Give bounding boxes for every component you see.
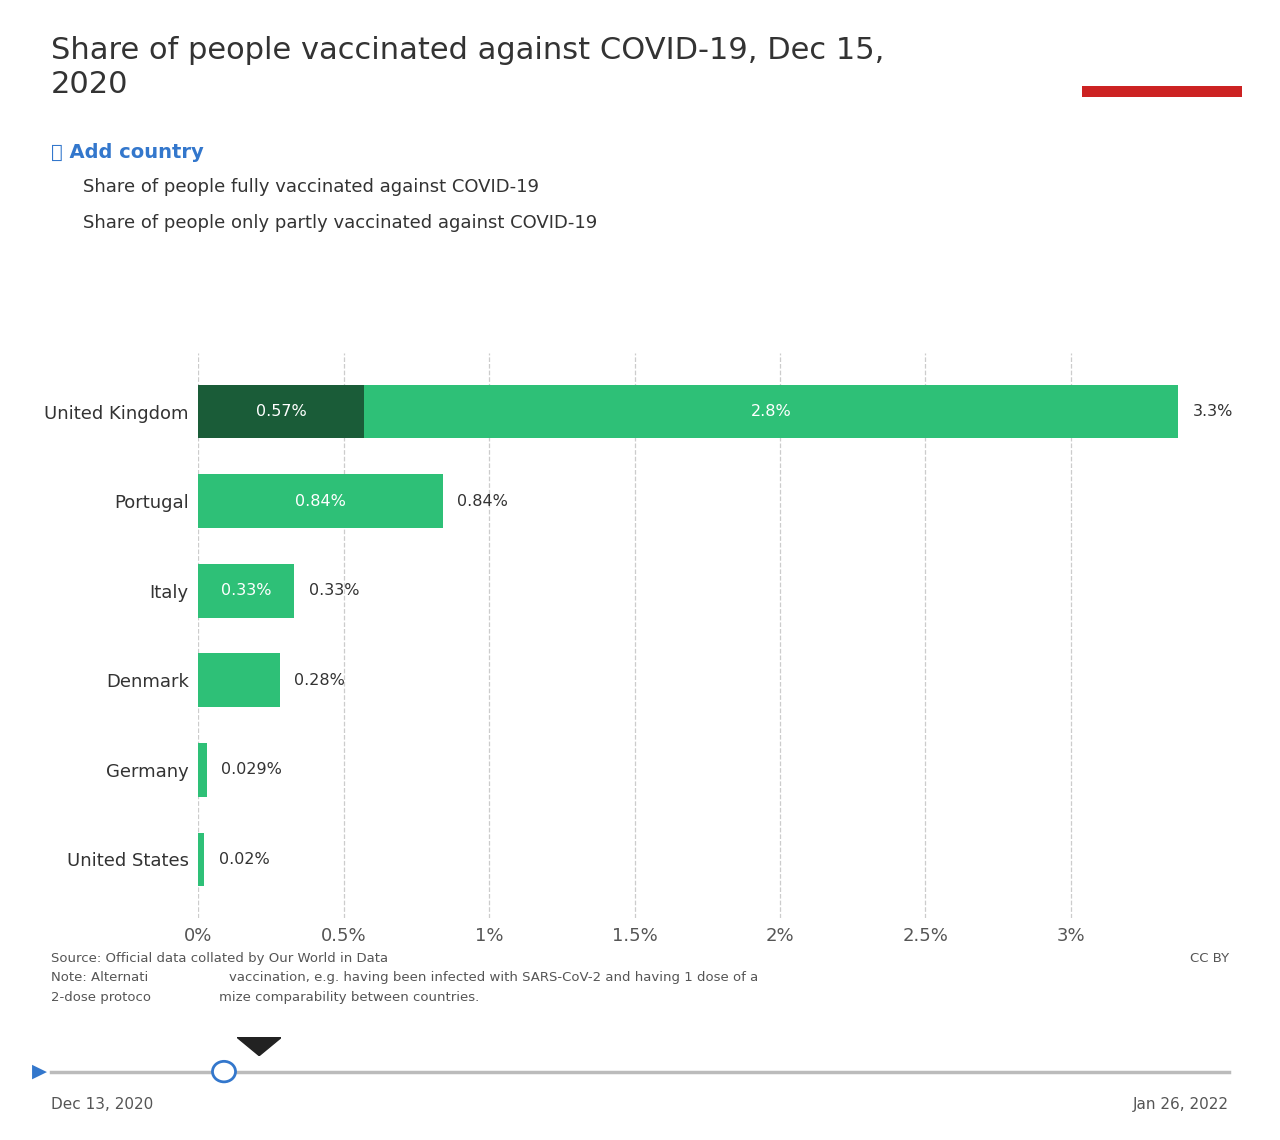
Text: 0.57%: 0.57% (256, 404, 307, 420)
Text: Jan 26, 2022: Jan 26, 2022 (1133, 1097, 1229, 1112)
Text: Dec 15, 2020: Dec 15, 2020 (198, 1003, 320, 1021)
Text: Share of people fully vaccinated against COVID-19: Share of people fully vaccinated against… (83, 178, 539, 196)
Text: 0.84%: 0.84% (457, 494, 508, 508)
Text: ➕ Add country: ➕ Add country (51, 142, 204, 162)
Bar (1082, 86, 1242, 97)
Text: CC BY: CC BY (1189, 952, 1229, 964)
Bar (198, 474, 443, 528)
Text: 2-dose protoco                mize comparability between countries.: 2-dose protoco mize comparability betwee… (51, 991, 480, 1003)
Bar (198, 743, 207, 797)
Text: 2.8%: 2.8% (751, 404, 791, 420)
Text: 0.84%: 0.84% (296, 494, 346, 508)
Text: Source: Official data collated by Our World in Data: Source: Official data collated by Our Wo… (51, 952, 388, 964)
Bar (198, 385, 1178, 439)
Text: Dec 13, 2020: Dec 13, 2020 (51, 1097, 154, 1112)
Text: 0.029%: 0.029% (221, 763, 283, 777)
Bar (198, 564, 294, 618)
Text: 0.33%: 0.33% (308, 584, 360, 599)
Text: Share of people vaccinated against COVID-19, Dec 15,
2020: Share of people vaccinated against COVID… (51, 36, 884, 99)
Text: 0.33%: 0.33% (221, 584, 271, 599)
Text: 3.3%: 3.3% (1193, 404, 1233, 420)
Bar (198, 653, 280, 707)
Bar (198, 385, 364, 439)
Text: 0.28%: 0.28% (294, 673, 346, 687)
Polygon shape (237, 1037, 282, 1056)
Text: Share of people only partly vaccinated against COVID-19: Share of people only partly vaccinated a… (83, 214, 598, 233)
Text: in Data: in Data (1133, 57, 1190, 72)
Bar (198, 832, 205, 887)
Text: Note: Alternati                   vaccination, e.g. having been infected with SA: Note: Alternati vaccination, e.g. having… (51, 971, 759, 984)
Text: Our World: Our World (1123, 32, 1201, 46)
Text: 0.02%: 0.02% (219, 852, 270, 868)
Text: ▶: ▶ (32, 1062, 47, 1081)
